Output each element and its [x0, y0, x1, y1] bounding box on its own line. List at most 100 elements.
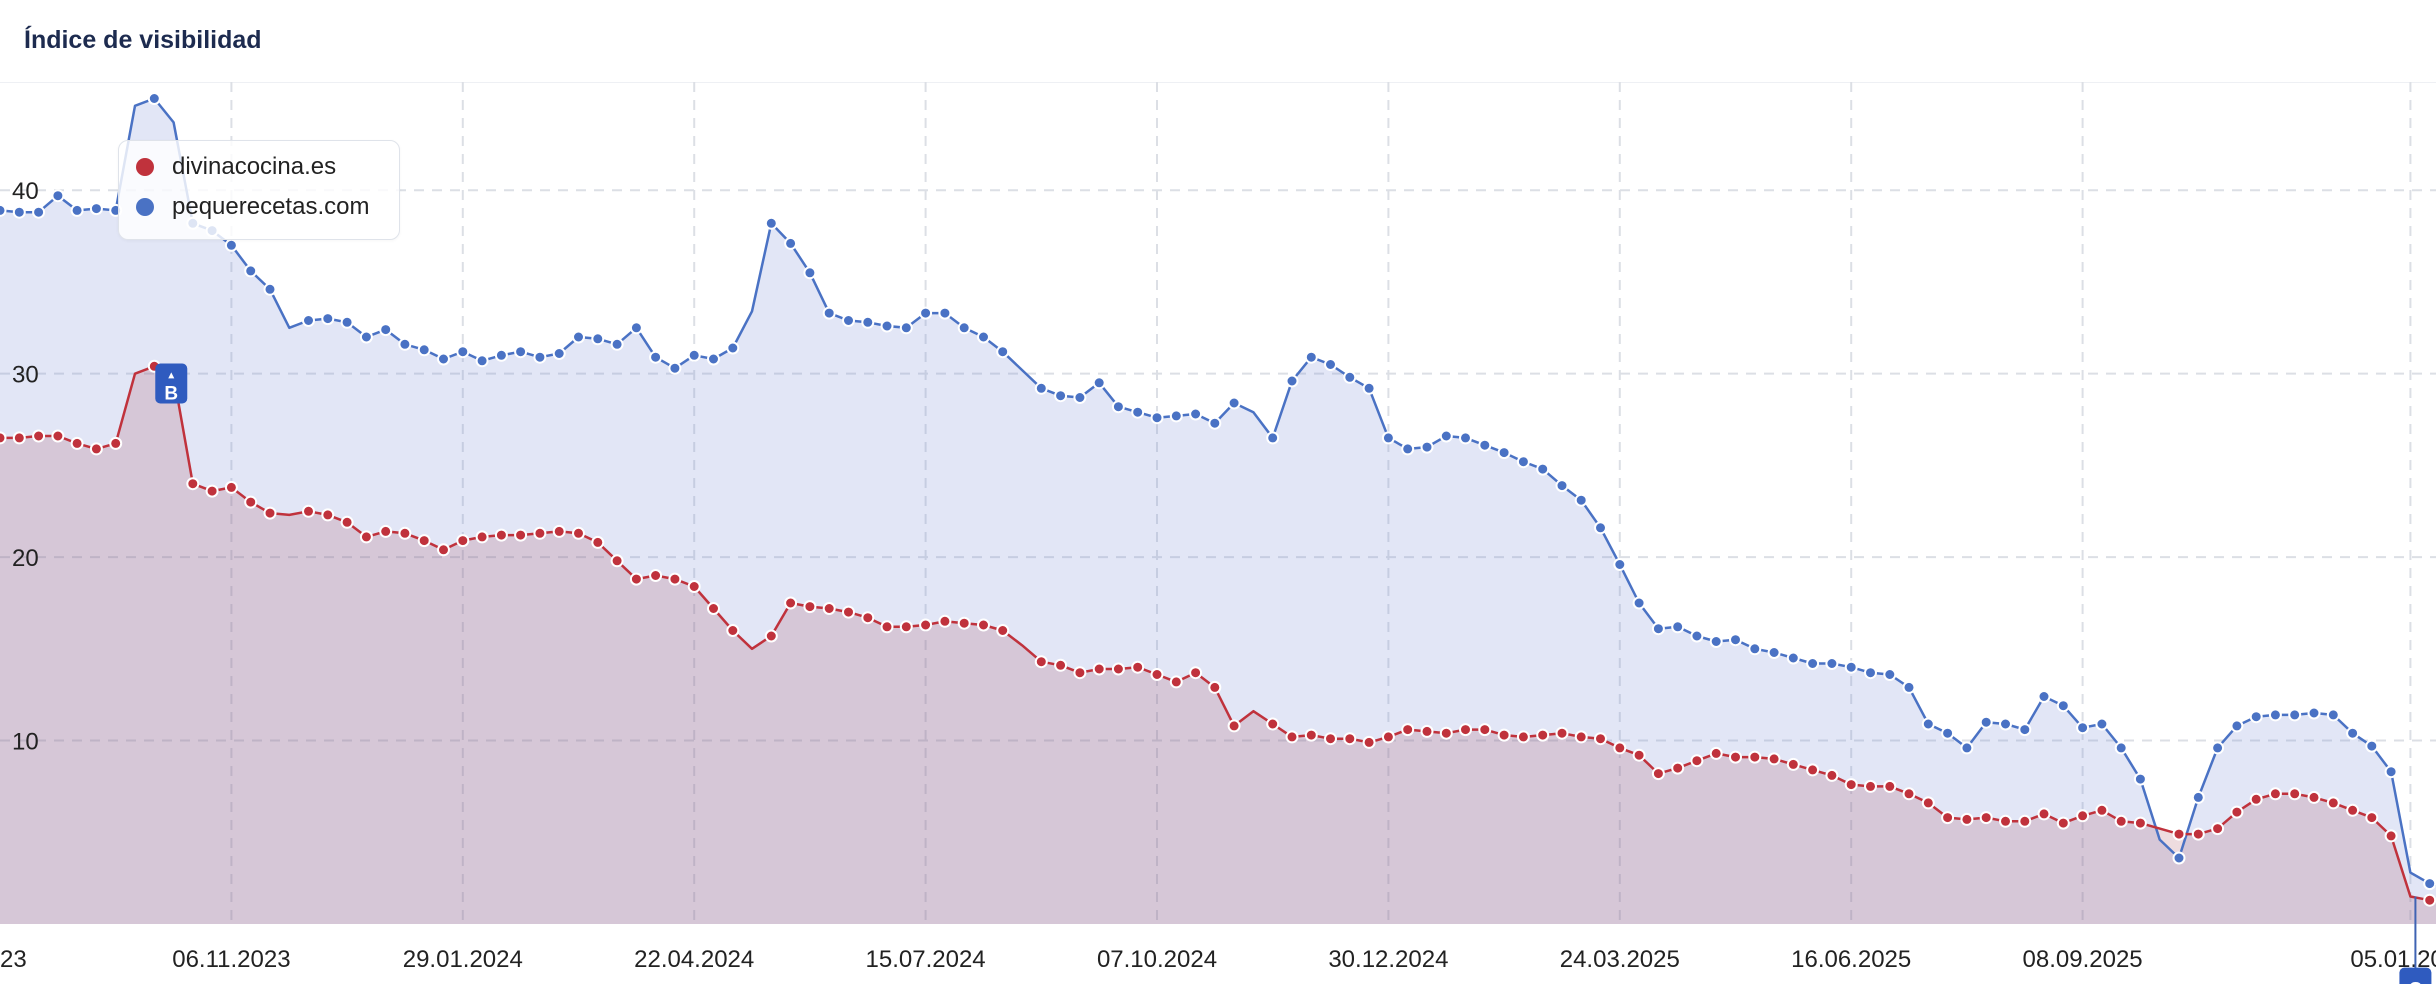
data-point[interactable] — [919, 306, 933, 320]
data-point[interactable] — [379, 524, 393, 538]
data-point[interactable] — [591, 332, 605, 346]
data-point[interactable] — [2133, 772, 2147, 786]
data-point[interactable] — [32, 205, 46, 219]
data-point[interactable] — [2056, 699, 2070, 713]
data-point[interactable] — [437, 352, 450, 366]
data-point[interactable] — [456, 534, 470, 548]
data-point[interactable] — [186, 477, 200, 491]
data-point[interactable] — [2288, 787, 2302, 801]
data-point[interactable] — [2307, 706, 2321, 720]
data-point[interactable] — [244, 495, 258, 509]
data-point[interactable] — [1073, 666, 1087, 680]
data-point[interactable] — [1594, 732, 1607, 746]
data-point[interactable] — [1806, 657, 1820, 670]
data-point[interactable] — [224, 238, 238, 252]
data-point[interactable] — [1227, 396, 1241, 410]
data-point[interactable] — [533, 350, 547, 364]
data-point[interactable] — [1864, 666, 1877, 680]
data-point[interactable] — [1729, 633, 1742, 647]
data-point[interactable] — [2365, 739, 2379, 753]
data-point[interactable] — [1189, 407, 1203, 421]
legend-item-pequerecetas[interactable]: pequerecetas.com — [136, 193, 369, 221]
data-point[interactable] — [1574, 730, 1588, 744]
data-point[interactable] — [1941, 726, 1955, 740]
data-point[interactable] — [2346, 726, 2360, 740]
data-point[interactable] — [1748, 642, 1762, 656]
data-point[interactable] — [1825, 768, 1839, 782]
data-point[interactable] — [1285, 374, 1299, 388]
data-point[interactable] — [668, 572, 682, 586]
data-point[interactable] — [475, 354, 489, 368]
data-point[interactable] — [359, 330, 373, 344]
data-point[interactable] — [494, 528, 508, 542]
data-point[interactable] — [1671, 620, 1685, 634]
data-point[interactable] — [1536, 462, 1550, 476]
data-point[interactable] — [2076, 809, 2090, 823]
data-point[interactable] — [2326, 796, 2340, 810]
data-point[interactable] — [2191, 790, 2205, 804]
data-point[interactable] — [2365, 811, 2379, 825]
data-point[interactable] — [1266, 717, 1280, 731]
data-point[interactable] — [1536, 728, 1550, 742]
data-point[interactable] — [629, 321, 643, 335]
data-point[interactable] — [1150, 411, 1164, 425]
data-point[interactable] — [1632, 748, 1646, 762]
data-point[interactable] — [1324, 732, 1337, 746]
data-point[interactable] — [2018, 814, 2032, 828]
data-point[interactable] — [1825, 657, 1839, 670]
data-point[interactable] — [1999, 814, 2012, 828]
data-point[interactable] — [533, 526, 547, 540]
data-point[interactable] — [1651, 767, 1665, 781]
data-point[interactable] — [302, 314, 315, 327]
data-point[interactable] — [1420, 440, 1434, 454]
data-point[interactable] — [12, 431, 26, 445]
data-point[interactable] — [2095, 717, 2109, 731]
data-point[interactable] — [861, 315, 875, 329]
data-point[interactable] — [1401, 442, 1415, 456]
data-point[interactable] — [456, 345, 470, 359]
data-point[interactable] — [398, 526, 412, 540]
data-point[interactable] — [784, 236, 798, 250]
data-point[interactable] — [1304, 728, 1318, 742]
data-point[interactable] — [842, 605, 855, 619]
data-point[interactable] — [880, 319, 894, 333]
data-point[interactable] — [1439, 429, 1453, 443]
data-point[interactable] — [977, 618, 990, 632]
data-point[interactable] — [379, 323, 393, 337]
data-point[interactable] — [1999, 717, 2012, 731]
data-point[interactable] — [205, 484, 219, 498]
data-point[interactable] — [1478, 723, 1492, 737]
data-point[interactable] — [1111, 662, 1125, 676]
data-point[interactable] — [1594, 521, 1607, 535]
data-point[interactable] — [1613, 558, 1627, 571]
data-point[interactable] — [726, 341, 740, 355]
data-point[interactable] — [0, 203, 7, 217]
data-point[interactable] — [1651, 622, 1665, 636]
data-point[interactable] — [2307, 790, 2321, 804]
data-point[interactable] — [475, 530, 489, 544]
data-point[interactable] — [2346, 803, 2360, 817]
data-point[interactable] — [1131, 660, 1145, 674]
data-point[interactable] — [996, 624, 1010, 637]
data-point[interactable] — [1671, 761, 1685, 775]
data-point[interactable] — [1459, 723, 1472, 737]
data-point[interactable] — [880, 620, 894, 634]
data-point[interactable] — [919, 618, 933, 632]
data-point[interactable] — [1266, 431, 1280, 445]
data-point[interactable] — [1921, 796, 1935, 810]
data-point[interactable] — [938, 614, 952, 628]
data-point[interactable] — [514, 345, 528, 359]
data-point[interactable] — [1555, 726, 1569, 740]
data-point[interactable] — [1054, 658, 1068, 672]
data-point[interactable] — [1883, 668, 1897, 681]
data-point[interactable] — [2037, 690, 2051, 703]
data-point[interactable] — [2211, 741, 2225, 755]
data-point[interactable] — [2423, 893, 2436, 907]
data-point[interactable] — [321, 508, 335, 522]
data-point[interactable] — [899, 321, 913, 335]
data-point[interactable] — [147, 92, 161, 105]
data-point[interactable] — [224, 480, 238, 494]
data-point[interactable] — [572, 526, 585, 540]
data-point[interactable] — [1748, 750, 1762, 764]
data-point[interactable] — [2076, 721, 2090, 735]
